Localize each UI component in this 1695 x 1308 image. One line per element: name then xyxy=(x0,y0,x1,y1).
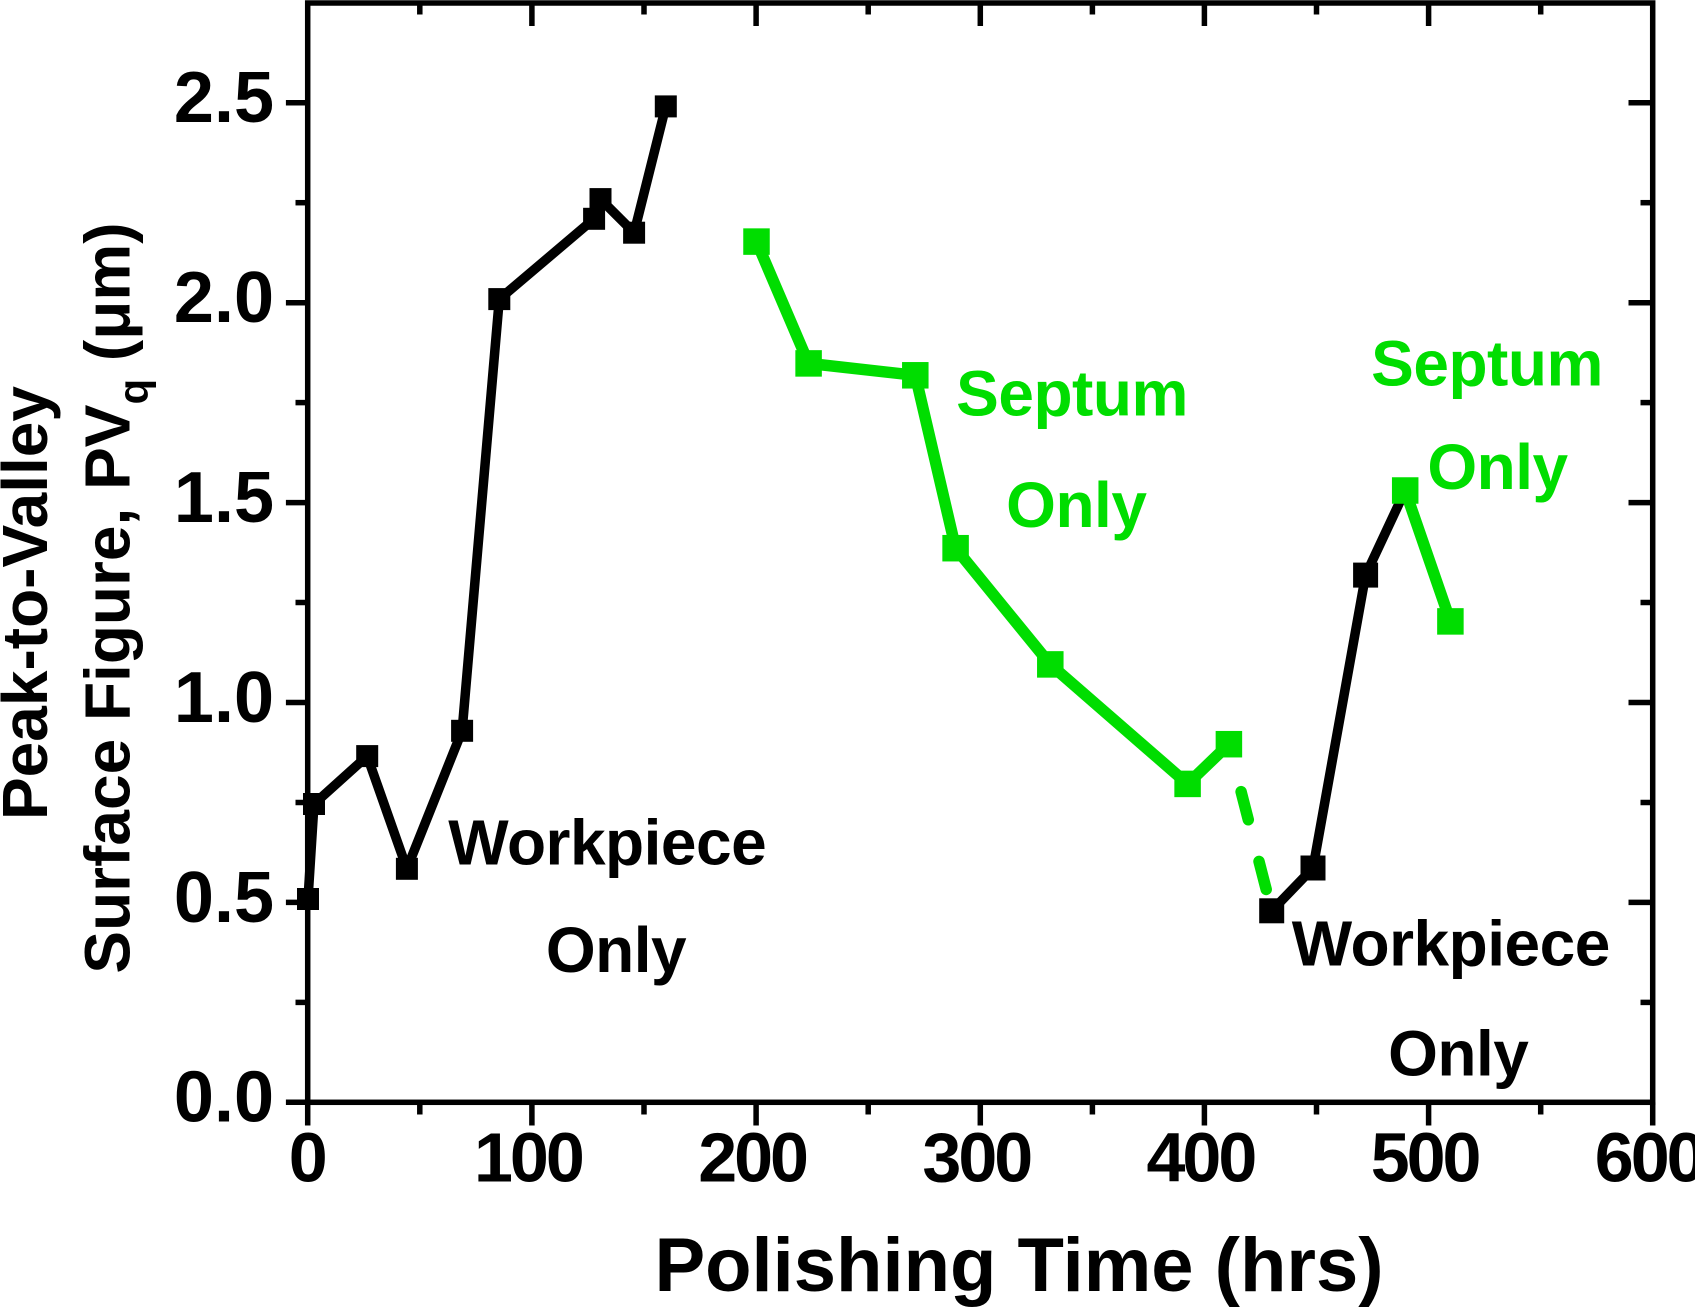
svg-text:500: 500 xyxy=(1371,1118,1480,1196)
svg-text:Septum: Septum xyxy=(1371,328,1603,400)
svg-text:2.5: 2.5 xyxy=(174,58,274,138)
svg-text:Only: Only xyxy=(1006,469,1147,541)
svg-text:Workpiece: Workpiece xyxy=(1292,907,1610,979)
svg-text:Septum: Septum xyxy=(956,358,1188,430)
svg-text:1.0: 1.0 xyxy=(174,658,274,738)
svg-text:Only: Only xyxy=(546,914,687,986)
svg-text:Only: Only xyxy=(1427,431,1568,503)
svg-text:0.5: 0.5 xyxy=(174,858,274,938)
svg-text:600: 600 xyxy=(1595,1118,1695,1196)
svg-text:0: 0 xyxy=(289,1118,326,1196)
svg-text:300: 300 xyxy=(922,1118,1031,1196)
svg-text:Only: Only xyxy=(1388,1018,1529,1090)
svg-text:400: 400 xyxy=(1147,1118,1256,1196)
svg-text:2.0: 2.0 xyxy=(174,258,274,338)
svg-text:Peak-to-Valley: Peak-to-Valley xyxy=(0,386,61,820)
svg-text:Polishing Time (hrs): Polishing Time (hrs) xyxy=(654,1223,1383,1308)
svg-text:200: 200 xyxy=(698,1118,807,1196)
svg-text:0.0: 0.0 xyxy=(174,1058,274,1138)
svg-text:100: 100 xyxy=(474,1118,583,1196)
svg-text:Workpiece: Workpiece xyxy=(448,806,766,878)
svg-text:1.5: 1.5 xyxy=(174,458,274,538)
svg-text:Surface Figure, PVq (μm): Surface Figure, PVq (μm) xyxy=(72,222,157,973)
